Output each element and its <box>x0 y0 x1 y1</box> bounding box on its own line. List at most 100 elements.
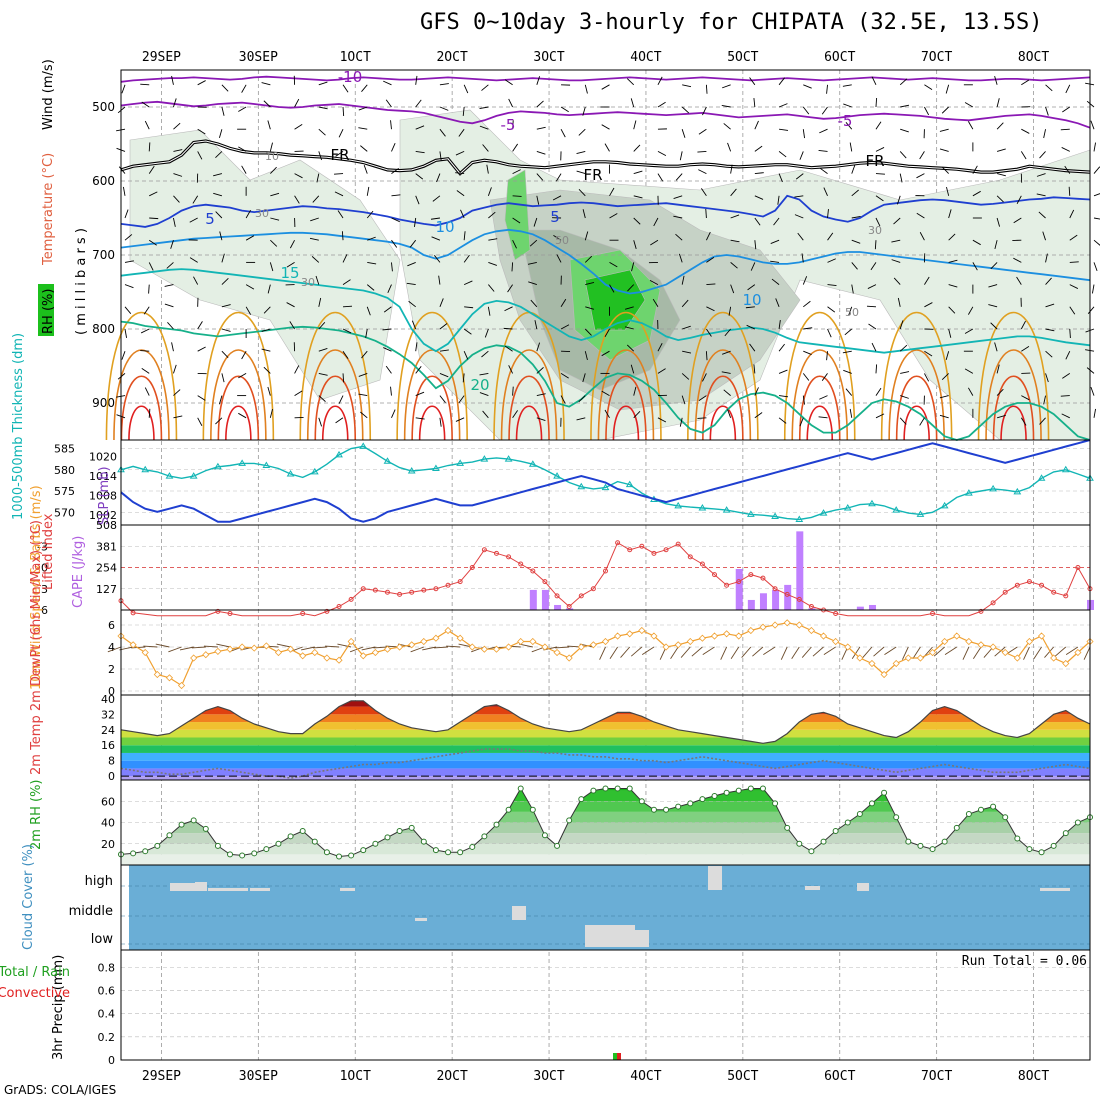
wind-barb <box>193 276 199 285</box>
wind-barb <box>875 387 882 396</box>
isotherm-loop <box>113 349 170 441</box>
wind-barb <box>197 80 206 86</box>
wind-barb <box>899 173 903 183</box>
temp-tick: 32 <box>101 708 115 721</box>
wind-barb <box>439 151 442 161</box>
wind-barb <box>972 262 978 271</box>
thickness-point <box>698 504 707 511</box>
wind-barb <box>1045 253 1048 263</box>
wind-barb <box>730 262 738 269</box>
cape-li-panel: 127 254 381 508 -3 0 3 6 Lifted Index CAPE (J/kg) <box>37 513 1094 617</box>
date-label-bottom: 29SEP <box>142 1069 181 1084</box>
cape-tick: 254 <box>96 562 117 575</box>
wind-barb <box>463 84 469 94</box>
wind-barb <box>342 350 349 359</box>
wind-barb <box>385 99 392 108</box>
wind-speed-point <box>153 670 161 679</box>
rh-band <box>121 790 1090 802</box>
cape-bar <box>735 569 743 610</box>
contour-label: 20 <box>470 376 489 394</box>
wind-barb <box>294 195 300 204</box>
wind-barb <box>366 186 370 196</box>
wind-barb <box>407 261 416 267</box>
date-label-top: 7OCT <box>921 50 952 65</box>
isotherm--10 <box>120 75 1091 83</box>
surface-wind-barb <box>446 645 461 648</box>
thickness-point <box>964 489 973 496</box>
wind-barb <box>361 84 368 92</box>
rh-point <box>747 785 754 792</box>
li-point <box>348 596 354 602</box>
thickness-point <box>141 465 150 473</box>
rh-point <box>1062 830 1069 837</box>
wind-barb <box>536 100 544 108</box>
wind-barb <box>996 98 1000 108</box>
isotherm-loop <box>299 311 372 441</box>
rh-point <box>360 847 367 854</box>
wind-barb <box>657 76 663 86</box>
li-point <box>772 586 778 592</box>
wind-barb <box>609 284 615 293</box>
cloud-patch <box>1040 888 1070 891</box>
wind-barb <box>552 195 562 201</box>
wind-barb <box>118 166 126 174</box>
isotherm-loop <box>895 375 938 441</box>
surface-wind-barb <box>823 646 836 656</box>
wind-barb <box>1045 303 1055 308</box>
wind-barb <box>657 343 663 352</box>
rh-point <box>614 785 621 792</box>
li-point <box>566 603 572 609</box>
cloud-patch <box>250 888 270 891</box>
date-label-top: 30SEP <box>239 50 278 65</box>
wind-barb <box>630 98 635 108</box>
isotherm-loop <box>977 311 1050 441</box>
wind-barb <box>754 195 764 200</box>
wind-barb <box>173 149 183 152</box>
wind-barb <box>391 167 400 174</box>
li-point <box>760 575 766 581</box>
cape-bar <box>772 589 780 610</box>
li-point <box>530 568 536 574</box>
rh-point <box>190 817 197 824</box>
wind-barb <box>657 368 666 374</box>
wind-barb <box>391 142 396 152</box>
wind-barb <box>391 239 398 248</box>
wind-barb <box>851 189 859 197</box>
rh-point <box>917 842 924 849</box>
li-point <box>506 554 512 560</box>
li-point <box>409 589 415 595</box>
wind-barb <box>679 417 683 427</box>
wind-barb <box>675 173 683 181</box>
li-point <box>784 591 790 597</box>
wind-barb <box>213 192 223 197</box>
li-point <box>457 579 463 585</box>
cloud-patch <box>195 882 207 891</box>
wind-barb <box>408 300 416 308</box>
rh-point <box>675 803 682 810</box>
wind-barb <box>560 324 570 330</box>
li-point <box>1026 579 1032 585</box>
wind-barb <box>507 284 513 293</box>
thickness-point <box>238 459 247 466</box>
wind-barb <box>121 84 126 94</box>
wind-barb <box>358 106 368 111</box>
wind-barb <box>148 262 154 271</box>
surface-wind-barb <box>912 646 921 659</box>
isotherm-loop <box>306 349 364 441</box>
isotherm-loop <box>210 349 267 441</box>
wind-speed-point <box>601 637 610 646</box>
wind-barb <box>318 81 328 86</box>
wind-barb <box>819 395 828 400</box>
li-point <box>639 543 645 549</box>
wind-barb <box>267 386 271 396</box>
wind-barb <box>367 261 377 265</box>
ylabel-millibars: ( m i l l i b a r s ) <box>74 228 89 335</box>
wind-barb <box>171 342 174 352</box>
wind-barb <box>775 298 780 307</box>
isotherm-loop <box>128 405 155 441</box>
wind-barb <box>215 417 223 425</box>
wind-speed-point <box>456 634 464 642</box>
isotherm-loop <box>694 349 752 441</box>
slp-tick: 1014 <box>89 470 117 483</box>
wind-speed-point <box>202 651 210 659</box>
